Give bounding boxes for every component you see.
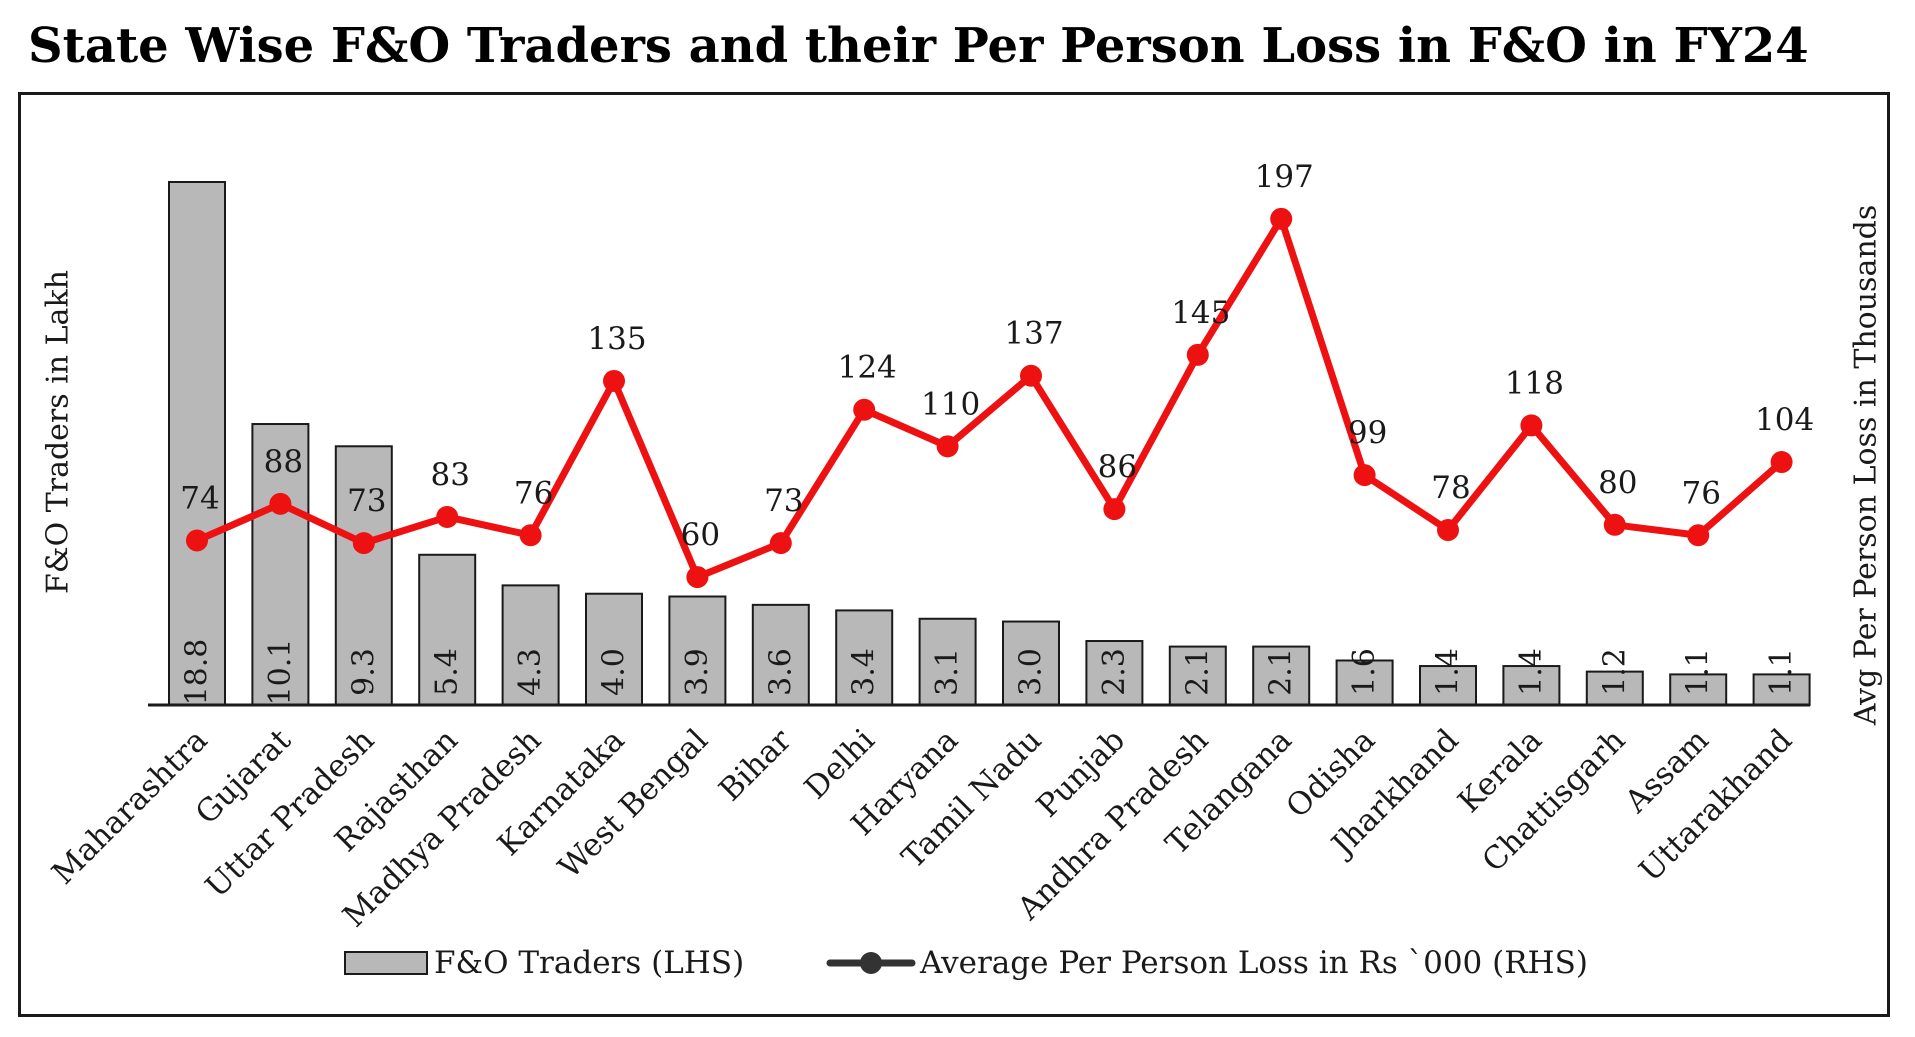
bar-16 — [1502, 665, 1561, 706]
bar-1 — [251, 423, 310, 706]
bar-15 — [1419, 665, 1477, 706]
bar-17 — [1585, 670, 1644, 706]
bar-value-label-16: 1.4 — [1514, 648, 1549, 696]
loss-value-label-4: 76 — [514, 475, 553, 511]
loss-value-label-18: 76 — [1681, 475, 1720, 511]
bar-12 — [1168, 645, 1227, 706]
loss-point-3 — [436, 505, 459, 528]
bar-value-label-8: 3.4 — [847, 648, 882, 696]
loss-point-11 — [1103, 498, 1126, 521]
loss-value-label-1: 88 — [264, 444, 303, 480]
loss-point-14 — [1353, 464, 1376, 487]
bar-11 — [1085, 640, 1144, 706]
loss-value-label-12: 145 — [1171, 295, 1230, 331]
loss-line — [193, 215, 1786, 581]
loss-value-label-15: 78 — [1431, 470, 1470, 506]
loss-point-10 — [1020, 364, 1042, 387]
chart-title: State Wise F&O Traders and their Per Per… — [28, 18, 1809, 74]
bar-value-label-5: 4.0 — [597, 648, 632, 696]
y-axis-left-title: F&O Traders in Lakh — [41, 270, 76, 594]
bar-value-label-9: 3.1 — [930, 648, 965, 696]
bar-value-label-13: 2.1 — [1264, 648, 1299, 696]
loss-point-18 — [1687, 524, 1710, 547]
bar-value-label-18: 1.1 — [1681, 648, 1716, 696]
loss-point-13 — [1270, 207, 1293, 230]
loss-point-16 — [1520, 414, 1543, 437]
bar-value-label-10: 3.0 — [1014, 648, 1049, 696]
chart-frame — [18, 92, 1890, 1017]
legend-bar-swatch — [344, 951, 428, 975]
bar-value-label-14: 1.6 — [1347, 648, 1382, 696]
legend-bar-label: F&O Traders (LHS) — [434, 945, 744, 981]
loss-value-label-19: 104 — [1755, 402, 1814, 438]
bar-value-label-7: 3.6 — [763, 648, 798, 696]
loss-point-19 — [1770, 451, 1793, 474]
loss-value-label-9: 110 — [921, 386, 980, 422]
loss-value-label-2: 73 — [347, 483, 386, 519]
bar-value-label-11: 2.3 — [1097, 648, 1132, 696]
legend-line-label: Average Per Person Loss in Rs `000 (RHS) — [919, 945, 1588, 981]
loss-value-label-6: 60 — [681, 517, 720, 553]
bar-value-label-2: 9.3 — [346, 648, 381, 696]
loss-value-label-7: 73 — [764, 483, 803, 519]
bar-19 — [1752, 673, 1811, 706]
y-axis-right-title: Avg Per Person Loss in Thousands — [1849, 205, 1884, 727]
loss-point-8 — [853, 398, 876, 421]
loss-value-label-17: 80 — [1598, 465, 1637, 501]
loss-value-label-11: 86 — [1098, 449, 1137, 485]
bar-9 — [918, 617, 977, 706]
bars-layer: 18.8 10.1 9.3 5.4 4.3 4.0 3.9 3.6 3.4 3.1 3.0 2.3 2.… — [168, 181, 1811, 707]
loss-point-1 — [269, 492, 292, 515]
bar-value-label-4: 4.3 — [513, 648, 548, 696]
x-tick-label-7: Bihar — [712, 722, 798, 808]
loss-value-label-3: 83 — [430, 457, 469, 493]
bar-0 — [168, 181, 226, 706]
loss-value-label-10: 137 — [1004, 316, 1063, 352]
x-tick-label-6: West Bengal — [552, 722, 716, 886]
loss-point-6 — [686, 566, 709, 589]
loss-value-label-14: 99 — [1348, 415, 1387, 451]
loss-value-label-16: 118 — [1505, 365, 1564, 401]
loss-point-0 — [186, 529, 208, 552]
bar-value-label-3: 5.4 — [430, 648, 465, 696]
bar-6 — [668, 595, 727, 706]
bar-2 — [334, 445, 393, 706]
bar-14 — [1335, 659, 1394, 707]
legend: F&O Traders (LHS) Average Per Person Los… — [344, 945, 1588, 981]
loss-value-label-13: 197 — [1255, 159, 1314, 195]
loss-point-4 — [519, 524, 542, 547]
bar-13 — [1252, 645, 1311, 706]
loss-point-9 — [936, 435, 959, 458]
bar-value-label-12: 2.1 — [1180, 648, 1215, 696]
loss-point-17 — [1603, 513, 1626, 536]
loss-point-2 — [352, 532, 375, 555]
axis-titles: F&O Traders in Lakh Avg Per Person Loss … — [41, 205, 1884, 727]
loss-value-label-0: 74 — [180, 480, 219, 516]
bar-value-label-6: 3.9 — [680, 648, 715, 696]
loss-point-12 — [1186, 343, 1209, 366]
line-series-layer: 74 88 73 83 76 135 60 73 124 110 137 86 145 197 99 78 11… — [180, 159, 1814, 589]
bar-7 — [751, 603, 810, 707]
bar-value-label-15: 1.4 — [1431, 648, 1466, 696]
bar-18 — [1669, 673, 1728, 706]
bar-value-label-0: 18.8 — [180, 639, 215, 706]
loss-point-5 — [603, 369, 625, 392]
bar-value-label-19: 1.1 — [1764, 648, 1799, 696]
loss-point-7 — [769, 532, 792, 555]
legend-line-marker — [860, 952, 882, 974]
bar-value-label-17: 1.2 — [1597, 648, 1632, 696]
loss-value-label-5: 135 — [587, 321, 646, 357]
bar-value-label-1: 10.1 — [263, 639, 298, 706]
loss-point-15 — [1437, 519, 1459, 542]
bar-8 — [835, 609, 894, 707]
loss-value-label-8: 124 — [838, 350, 897, 386]
